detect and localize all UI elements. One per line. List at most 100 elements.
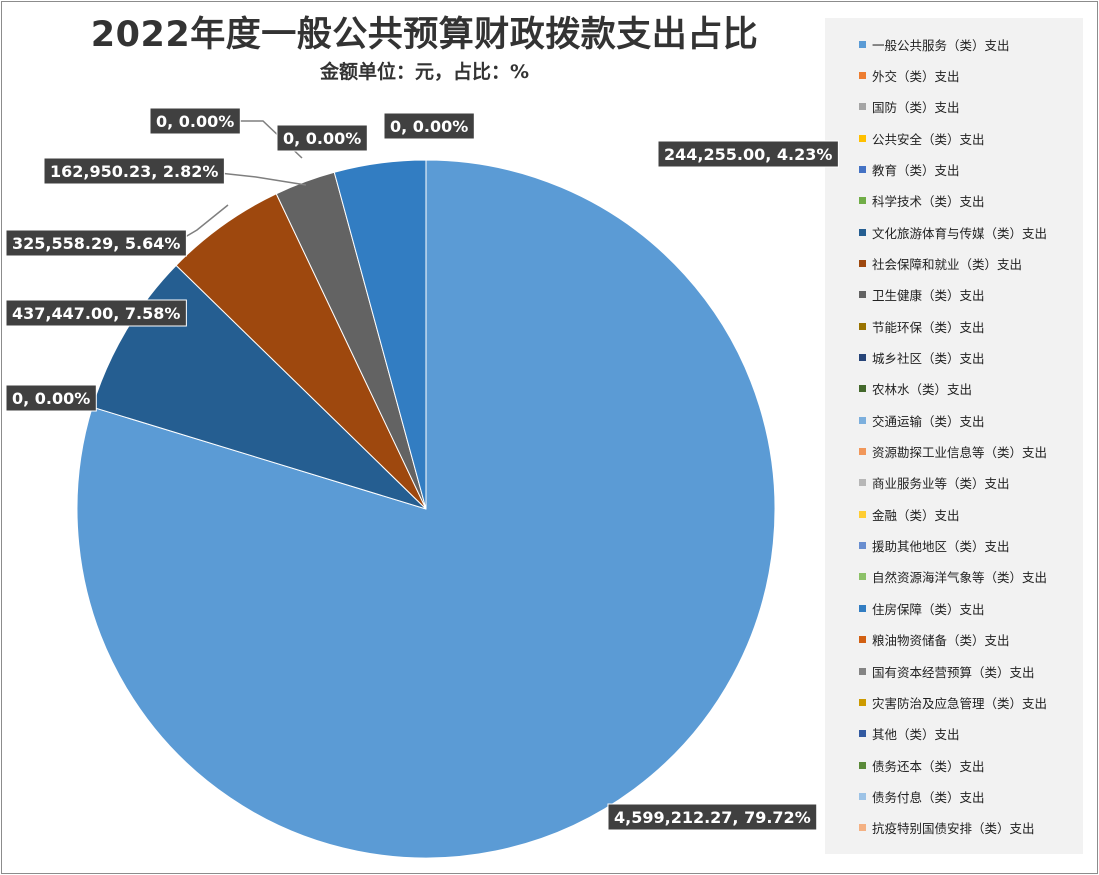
legend-label: 粮油物资储备（类）支出 — [872, 633, 1010, 649]
legend-label: 其他（类）支出 — [872, 727, 960, 743]
legend-label: 科学技术（类）支出 — [872, 194, 985, 210]
legend-label: 外交（类）支出 — [872, 68, 960, 84]
legend-swatch — [859, 510, 866, 518]
legend-swatch — [859, 761, 866, 769]
data-label: 4,599,212.27, 79.72% — [607, 803, 818, 831]
legend-swatch — [859, 416, 866, 424]
data-label-text: 325,558.29, 5.64% — [12, 234, 180, 253]
data-label-text: 4,599,212.27, 79.72% — [614, 808, 811, 827]
legend-label: 住房保障（类）支出 — [872, 601, 985, 617]
legend-item: 公共安全（类）支出 — [859, 129, 985, 147]
legend-item: 援助其他地区（类）支出 — [859, 537, 1010, 555]
data-label-text: 162,950.23, 2.82% — [50, 162, 218, 181]
legend-item: 外交（类）支出 — [859, 66, 960, 84]
legend-label: 债务付息（类）支出 — [872, 789, 985, 805]
legend-label: 社会保障和就业（类）支出 — [872, 256, 1023, 272]
legend-swatch — [859, 542, 866, 550]
data-label-box — [5, 384, 97, 412]
legend-swatch — [859, 385, 866, 393]
data-label-box — [5, 299, 187, 327]
data-label: 0, 0.00% — [149, 107, 241, 135]
data-label-text: 437,447.00, 7.58% — [12, 304, 180, 323]
legend-item: 金融（类）支出 — [859, 505, 960, 523]
legend-label: 一般公共服务（类）支出 — [872, 37, 1010, 53]
data-label-box — [276, 124, 368, 152]
legend-label: 自然资源海洋气象等（类）支出 — [872, 570, 1048, 586]
data-label: 0, 0.00% — [5, 384, 97, 412]
legend-label: 灾害防治及应急管理（类）支出 — [872, 695, 1048, 711]
legend-item: 文化旅游体育与传媒（类）支出 — [859, 223, 1047, 241]
legend-label: 教育（类）支出 — [872, 162, 960, 178]
legend-item: 资源勘探工业信息等（类）支出 — [859, 443, 1047, 461]
legend-swatch — [859, 259, 866, 267]
legend-swatch — [859, 730, 866, 738]
legend-label: 交通运输（类）支出 — [872, 413, 985, 429]
legend-item: 交通运输（类）支出 — [859, 411, 985, 429]
legend-label: 抗疫特别国债安排（类）支出 — [872, 821, 1035, 837]
legend-item: 粮油物资储备（类）支出 — [859, 631, 1010, 649]
legend-item: 教育（类）支出 — [859, 160, 960, 178]
legend-swatch — [859, 291, 866, 299]
legend-swatch — [859, 228, 866, 236]
legend-item: 节能环保（类）支出 — [859, 317, 985, 335]
legend-item: 城乡社区（类）支出 — [859, 349, 985, 367]
legend-label: 城乡社区（类）支出 — [872, 351, 985, 366]
legend-swatch — [859, 479, 866, 487]
legend-item: 住房保障（类）支出 — [859, 599, 985, 617]
legend-swatch — [859, 134, 866, 142]
legend-swatch — [859, 573, 866, 581]
legend-item: 社会保障和就业（类）支出 — [859, 254, 1022, 272]
legend-label: 资源勘探工业信息等（类）支出 — [872, 445, 1048, 461]
legend-item: 国防（类）支出 — [859, 98, 960, 116]
legend-item: 债务还本（类）支出 — [859, 756, 985, 774]
data-label: 162,950.23, 2.82% — [43, 157, 225, 185]
legend-label: 节能环保（类）支出 — [872, 319, 985, 335]
data-label-text: 0, 0.00% — [283, 129, 361, 148]
legend-item: 国有资本经营预算（类）支出 — [859, 662, 1035, 680]
data-label-text: 0, 0.00% — [12, 389, 90, 408]
chart-legend: 一般公共服务（类）支出 外交（类）支出 国防（类）支出公共安全（类）支出 教育（类）支… — [825, 18, 1083, 854]
data-label-box — [43, 157, 225, 185]
legend-swatch — [859, 322, 866, 330]
data-label: 0, 0.00% — [276, 124, 368, 152]
legend-swatch — [859, 354, 866, 361]
data-label-text: 0, 0.00% — [156, 112, 234, 131]
legend-label: 国有资本经营预算（类）支出 — [872, 664, 1035, 680]
legend-swatch — [859, 667, 866, 675]
data-label-box — [383, 112, 475, 140]
legend-swatch — [859, 698, 866, 706]
legend-swatch — [859, 604, 866, 612]
chart-title: 2022年度一般公共预算财政拨款支出占比 — [90, 15, 759, 55]
legend-swatch — [859, 792, 866, 800]
legend-label: 国防（类）支出 — [872, 100, 960, 116]
data-label: 437,447.00, 7.58% — [5, 299, 187, 327]
data-label: 244,255.00, 4.23% — [657, 140, 839, 168]
data-label: 0, 0.00% — [383, 112, 475, 140]
legend-item: 一般公共服务（类）支出 — [859, 35, 1010, 53]
legend-swatch — [859, 40, 866, 48]
legend-item: 自然资源海洋气象等（类）支出 — [859, 568, 1047, 586]
legend-item: 商业服务业等（类）支出 — [859, 474, 1010, 492]
legend-swatch — [859, 448, 866, 456]
legend-swatch — [859, 165, 866, 173]
legend-item: 抗疫特别国债安排（类）支出 — [859, 819, 1035, 837]
legend-label: 农林水（类）支出 — [872, 382, 973, 398]
legend-swatch — [859, 71, 866, 79]
legend-swatch — [859, 636, 866, 644]
legend-swatch — [859, 197, 866, 205]
data-label-box — [5, 229, 187, 257]
data-label-box — [657, 140, 839, 168]
legend-label: 卫生健康（类）支出 — [872, 288, 985, 304]
legend-label: 商业服务业等（类）支出 — [872, 476, 1010, 492]
legend-label: 公共安全（类）支出 — [872, 131, 985, 147]
data-label-box — [607, 803, 818, 831]
legend-label: 文化旅游体育与传媒（类）支出 — [872, 225, 1048, 241]
legend-swatch — [859, 103, 866, 111]
data-label-text: 0, 0.00% — [390, 117, 468, 136]
data-label-box — [149, 107, 241, 135]
legend-item: 农林水（类）支出 — [859, 380, 972, 398]
legend-item: 卫生健康（类）支出 — [859, 286, 985, 304]
legend-item: 债务付息（类）支出 — [859, 787, 985, 805]
leader-line — [209, 171, 307, 186]
